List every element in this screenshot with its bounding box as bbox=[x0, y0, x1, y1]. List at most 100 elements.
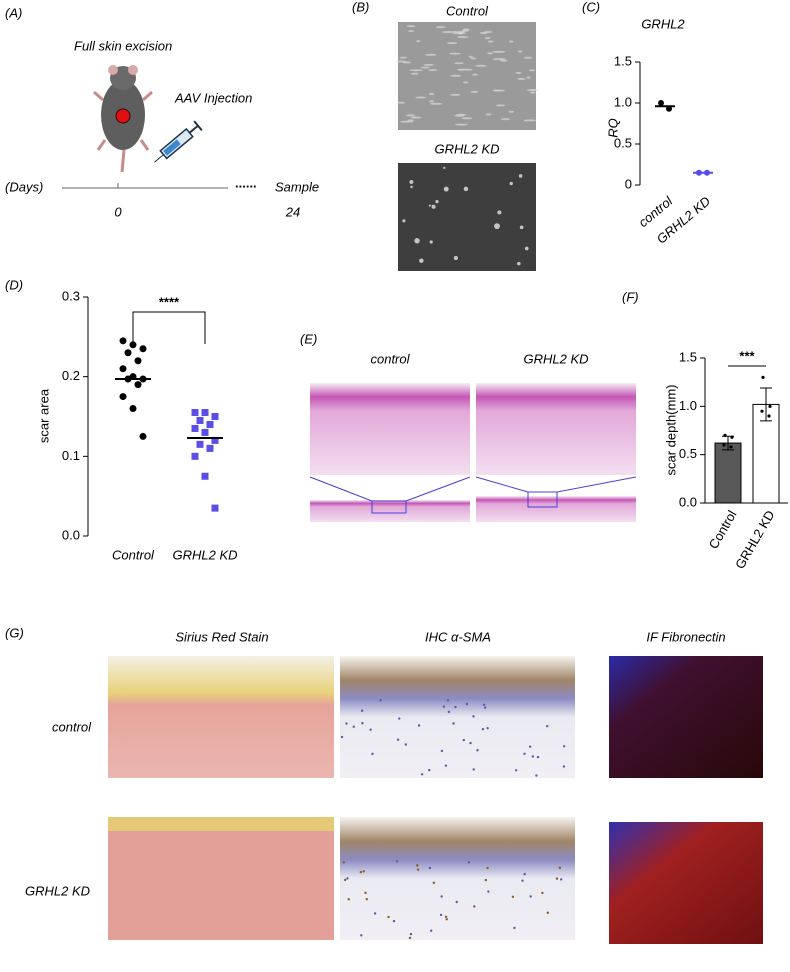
cell bbox=[519, 225, 524, 230]
nucleus bbox=[536, 755, 540, 759]
stain-image bbox=[108, 656, 334, 778]
cell bbox=[429, 240, 433, 244]
nucleus bbox=[476, 749, 479, 752]
nucleus bbox=[465, 702, 469, 706]
nucleus bbox=[559, 878, 563, 881]
cell bbox=[416, 40, 421, 43]
nucleus bbox=[529, 895, 532, 898]
nucleus bbox=[432, 881, 436, 885]
x-tick-label: GRHL2 KD bbox=[732, 508, 778, 572]
nucleus bbox=[546, 911, 549, 914]
nucleus bbox=[409, 932, 413, 936]
x-tick-label: Control bbox=[706, 508, 740, 552]
data-point bbox=[206, 420, 214, 428]
y-tick-label: 0.0 bbox=[62, 527, 80, 542]
nucleus bbox=[454, 705, 457, 709]
cell bbox=[429, 102, 443, 105]
panel-label: (B) bbox=[352, 0, 369, 14]
nucleus bbox=[555, 877, 559, 880]
nucleus bbox=[442, 705, 446, 708]
cell bbox=[399, 56, 408, 59]
cell bbox=[408, 30, 415, 33]
y-tick-label: 1.0 bbox=[679, 398, 697, 413]
cell bbox=[457, 68, 464, 71]
nucleus bbox=[379, 699, 382, 702]
cell bbox=[529, 91, 536, 94]
nucleus bbox=[558, 866, 562, 870]
nucleus bbox=[373, 912, 377, 915]
cell bbox=[410, 185, 413, 189]
nucleus bbox=[521, 879, 524, 882]
cell bbox=[405, 114, 416, 117]
cell bbox=[456, 36, 469, 39]
if-image bbox=[609, 656, 763, 778]
y-tick-label: 0.1 bbox=[62, 448, 80, 463]
nucleus bbox=[340, 735, 344, 739]
nucleus bbox=[482, 703, 486, 706]
timeline-label: (Days) bbox=[5, 179, 43, 194]
cell bbox=[415, 96, 427, 99]
cell bbox=[526, 76, 531, 79]
nucleus bbox=[362, 870, 365, 873]
cell bbox=[435, 26, 446, 29]
data-point bbox=[201, 472, 209, 480]
cell bbox=[443, 186, 449, 192]
nucleus bbox=[444, 764, 448, 767]
cell bbox=[517, 50, 523, 53]
cell bbox=[484, 37, 491, 40]
nucleus bbox=[447, 710, 451, 714]
if-image bbox=[609, 822, 763, 944]
y-axis-label: scar depth(mm) bbox=[663, 384, 678, 475]
histology-image bbox=[476, 383, 636, 475]
nucleus bbox=[531, 755, 535, 758]
data-point bbox=[196, 440, 204, 448]
data-point bbox=[119, 337, 127, 345]
data-point bbox=[134, 381, 142, 389]
syringe-illustration bbox=[153, 120, 203, 163]
nucleus bbox=[365, 898, 368, 901]
nucleus bbox=[523, 872, 526, 876]
cell bbox=[515, 71, 522, 74]
image-label: GRHL2 KD bbox=[523, 351, 588, 366]
histology-image bbox=[476, 496, 636, 522]
data-point bbox=[191, 409, 199, 417]
data-point bbox=[129, 341, 137, 349]
data-point bbox=[201, 428, 209, 436]
cell bbox=[518, 174, 523, 178]
cell bbox=[428, 92, 435, 95]
data-point bbox=[124, 349, 132, 357]
cell bbox=[499, 59, 508, 62]
nucleus bbox=[364, 891, 367, 894]
data-point bbox=[139, 432, 147, 440]
nucleus bbox=[469, 741, 472, 745]
data-point bbox=[129, 405, 137, 413]
micrograph bbox=[398, 163, 536, 271]
cell bbox=[523, 56, 533, 59]
column-label: IHC α-SMA bbox=[425, 629, 491, 644]
panel-label: (C) bbox=[582, 0, 600, 14]
cell bbox=[453, 255, 459, 261]
cell bbox=[526, 89, 539, 92]
nucleus bbox=[428, 768, 431, 772]
panel-label: (F) bbox=[622, 289, 639, 304]
nucleus bbox=[445, 918, 448, 921]
nucleus bbox=[487, 890, 490, 893]
nucleus bbox=[430, 929, 433, 932]
data-point bbox=[206, 444, 214, 452]
x-tick-label: Control bbox=[112, 547, 155, 562]
nucleus bbox=[408, 936, 412, 940]
nucleus bbox=[342, 861, 345, 864]
nucleus bbox=[513, 926, 516, 930]
nucleus bbox=[439, 913, 443, 917]
cell bbox=[517, 261, 521, 266]
cell bbox=[396, 101, 406, 104]
cell bbox=[485, 113, 492, 116]
chart-title: GRHL2 bbox=[641, 16, 685, 31]
step-label: Full skin excision bbox=[74, 38, 172, 53]
data-point bbox=[768, 404, 772, 408]
nucleus bbox=[416, 864, 419, 867]
y-tick-label: 0.5 bbox=[679, 446, 697, 461]
cell bbox=[500, 118, 511, 121]
data-point bbox=[760, 409, 764, 413]
data-point bbox=[729, 445, 733, 449]
